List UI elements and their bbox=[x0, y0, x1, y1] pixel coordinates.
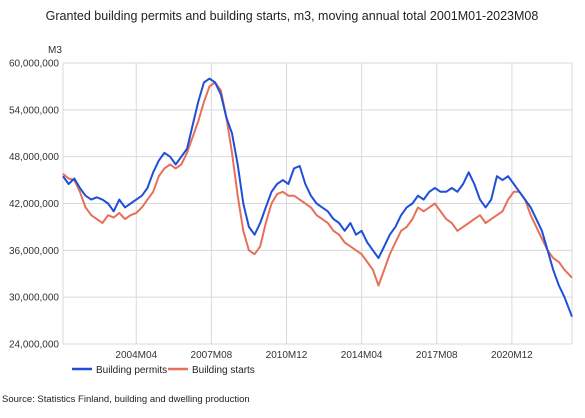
y-tick-label: 54,000,000 bbox=[9, 105, 59, 116]
x-tick-label: 2004M04 bbox=[115, 350, 157, 361]
legend-label-building-starts: Building starts bbox=[192, 365, 255, 376]
y-axis-unit-label: M3 bbox=[48, 45, 62, 56]
y-tick-label: 36,000,000 bbox=[9, 246, 59, 257]
series-line-building-starts bbox=[62, 81, 573, 287]
source-note: Source: Statistics Finland, building and… bbox=[2, 394, 250, 405]
y-tick-label: 48,000,000 bbox=[9, 152, 59, 163]
x-tick-label: 2014M04 bbox=[341, 350, 383, 361]
x-tick-labels: 2004M04 2007M08 2010M12 2014M04 2017M08 2020M… bbox=[115, 350, 533, 361]
legend: Building permits Building starts bbox=[72, 365, 255, 376]
chart-title: Granted building permits and building st… bbox=[46, 9, 539, 23]
y-tick-labels: 24,000,000 30,000,000 36,000,000 42,000,000… bbox=[9, 59, 59, 351]
x-tick-label: 2017M08 bbox=[416, 350, 458, 361]
y-tick-label: 60,000,000 bbox=[9, 59, 59, 70]
y-tick-label: 30,000,000 bbox=[9, 293, 59, 304]
x-tick-label: 2007M08 bbox=[191, 350, 233, 361]
x-gridlines bbox=[62, 63, 573, 344]
series-line-building-permits bbox=[62, 77, 573, 318]
y-tick-label: 42,000,000 bbox=[9, 199, 59, 210]
y-tick-label: 24,000,000 bbox=[9, 340, 59, 351]
x-tick-label: 2020M12 bbox=[491, 350, 533, 361]
legend-label-building-permits: Building permits bbox=[96, 365, 167, 376]
x-tick-label: 2010M12 bbox=[266, 350, 308, 361]
series-lines bbox=[62, 77, 573, 318]
y-gridlines bbox=[63, 62, 572, 345]
